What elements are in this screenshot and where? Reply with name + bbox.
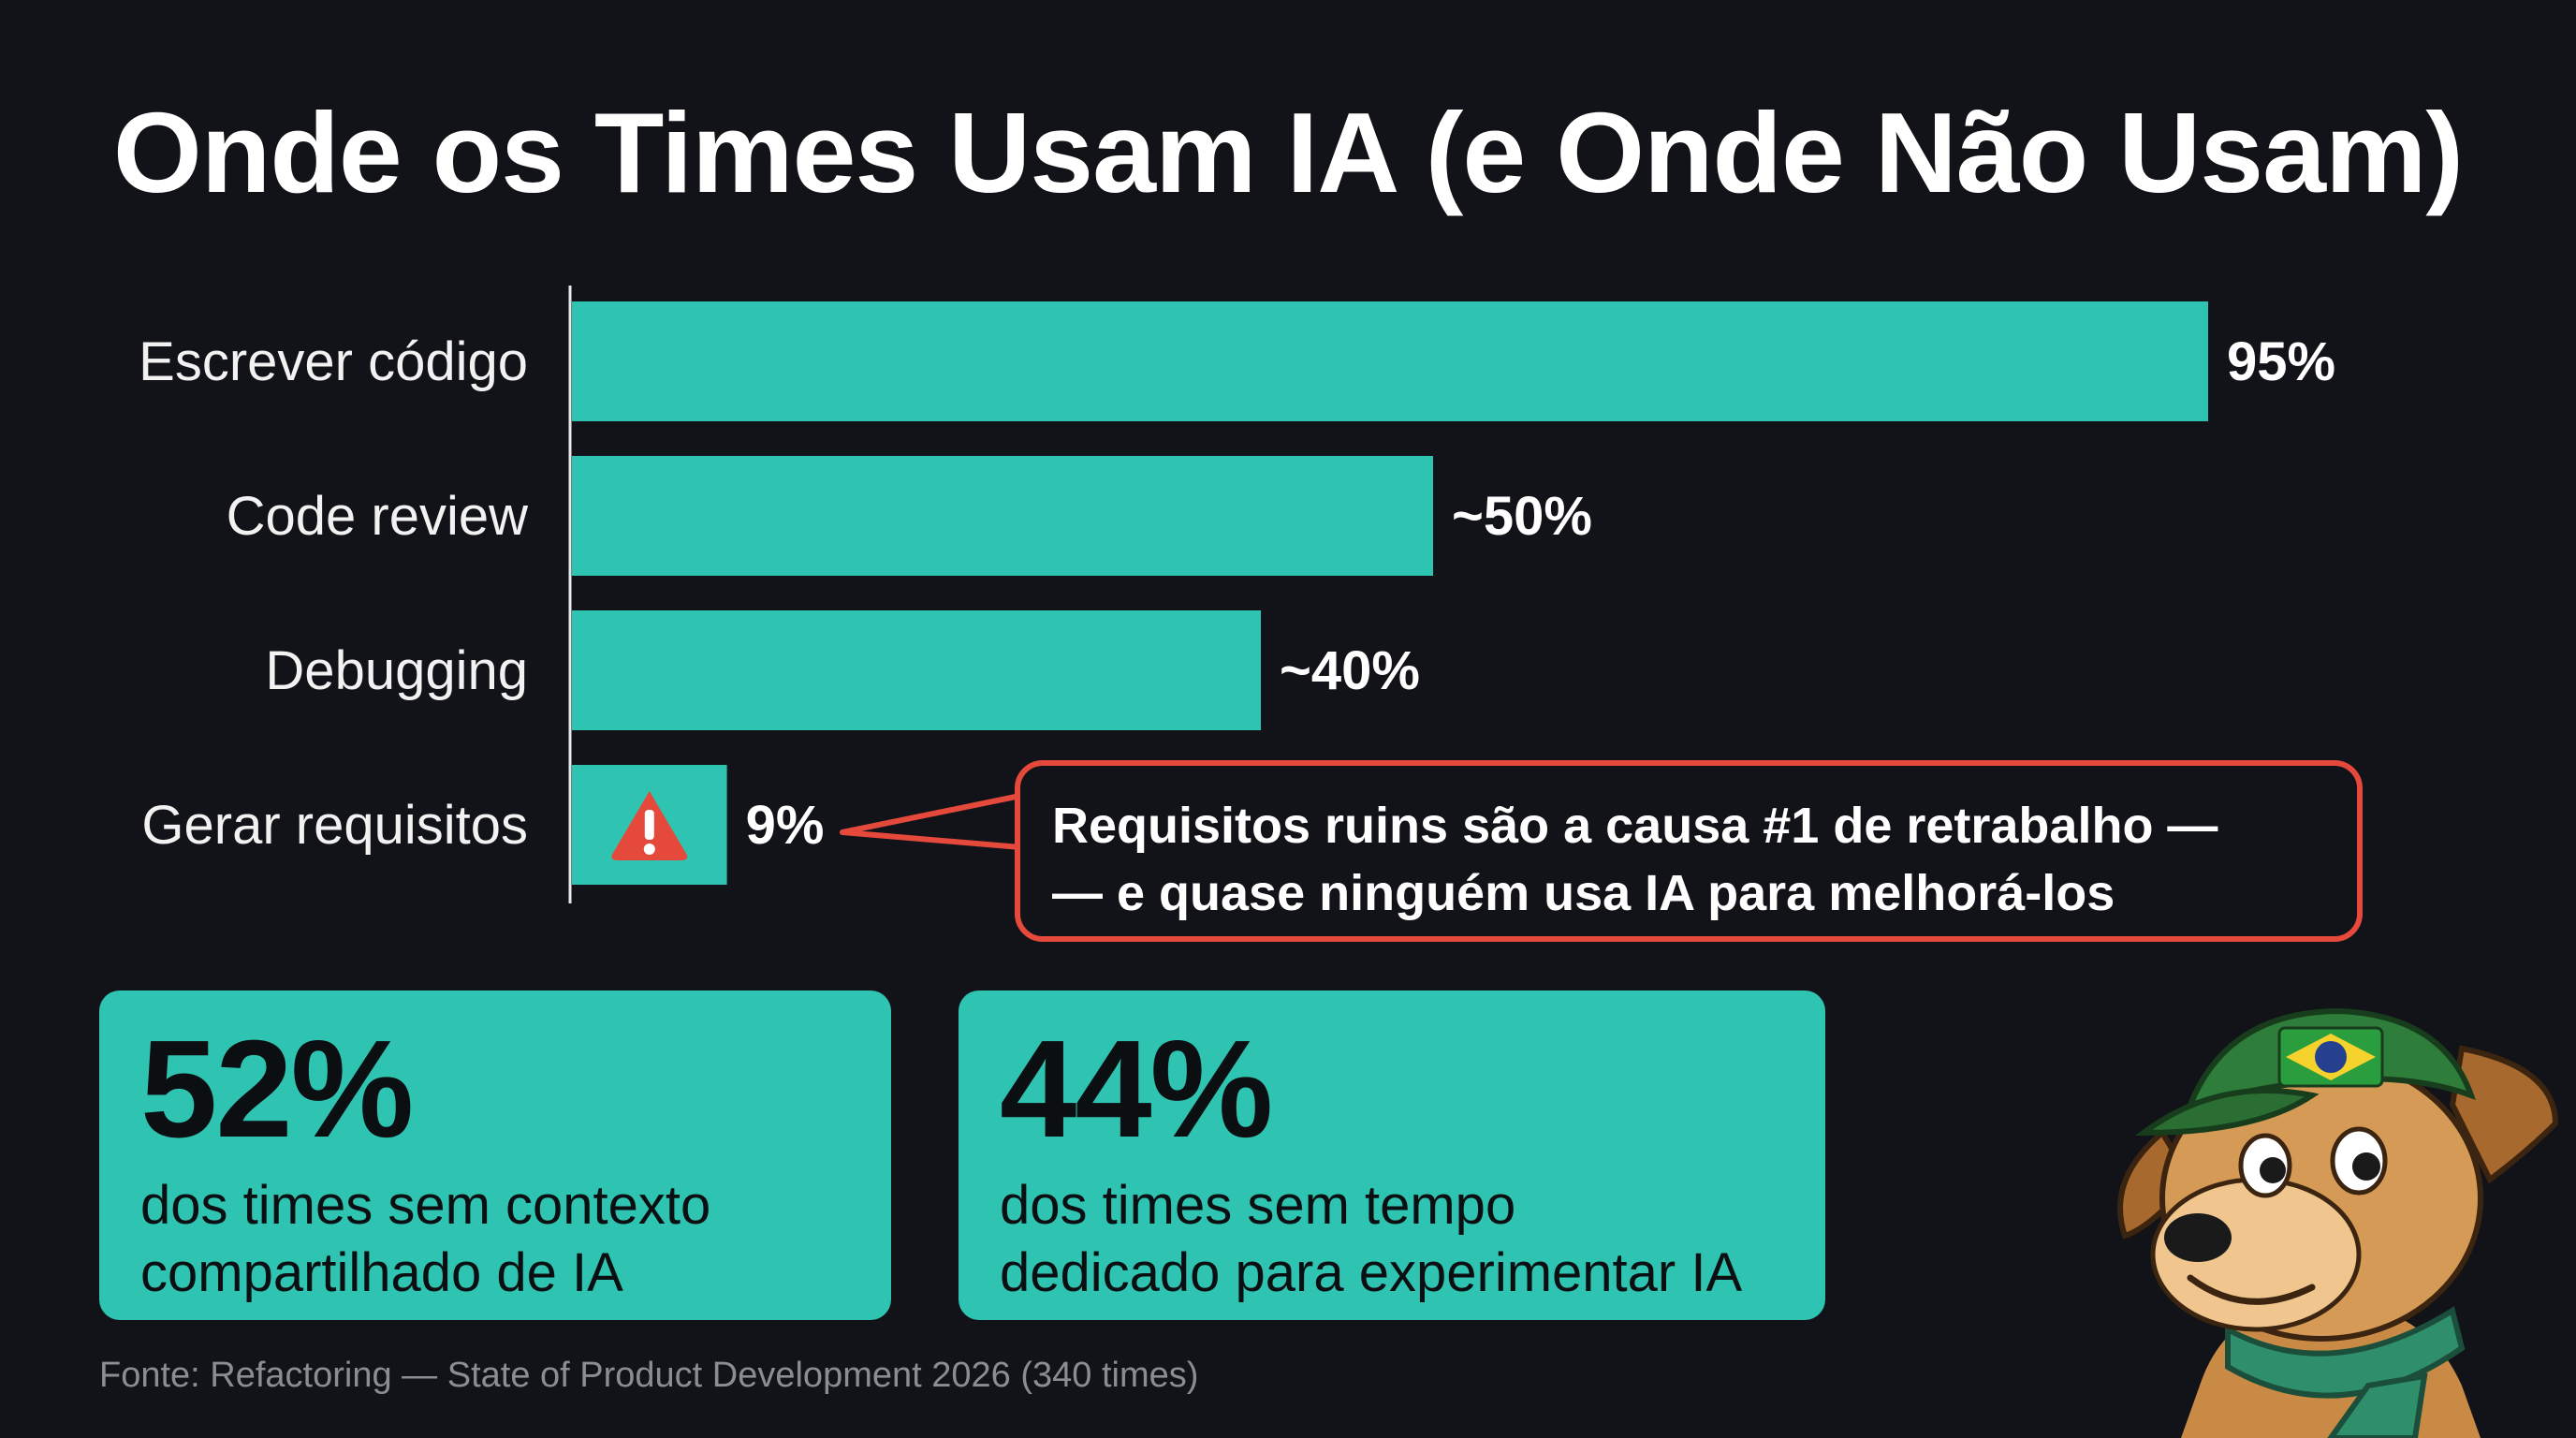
dog-mascot-icon [2117,1007,2559,1438]
value-label: ~40% [1280,640,1420,701]
stat-text-line-2: compartilhado de IA [140,1242,623,1303]
stat-text-line-2: dedicado para experimentar IA [1000,1242,1743,1303]
stat-text-line-1: dos times sem contexto [140,1175,711,1236]
callout-box: Requisitos ruins são a causa #1 de retra… [1015,760,2363,942]
value-label: 95% [2227,331,2335,392]
source-note: Fonte: Refactoring — State of Product De… [99,1356,1199,1395]
category-label: Escrever código [139,331,528,392]
category-label: Code review [227,486,529,547]
value-label: 9% [746,795,825,856]
callout-line-2: — e quase ninguém usa IA para melhorá-lo… [1052,865,2115,921]
bar [572,610,1261,730]
warning-icon [611,791,688,860]
chart-title: Onde os Times Usam IA (e Onde Não Usam) [112,89,2464,216]
stat-value: 52% [140,1012,414,1167]
stat-card-dedicated-time: 44% dos times sem tempo dedicado para ex… [959,990,1825,1320]
brazil-flag-icon [2277,1026,2384,1088]
bar-chart: Escrever código 95% Code review ~50% Debuggi… [139,286,2335,903]
stat-card-shared-context: 52% dos times sem contexto compartilhado… [99,990,891,1320]
category-label: Debugging [265,640,528,701]
value-label: ~50% [1452,486,1592,547]
callout-pointer [840,793,1021,850]
bar [572,456,1433,576]
stat-text-line-1: dos times sem tempo [1000,1175,1516,1236]
bar [572,301,2208,421]
stat-value: 44% [1000,1012,1273,1167]
callout-line-1: Requisitos ruins são a causa #1 de retra… [1052,798,2218,854]
category-label: Gerar requisitos [141,795,528,856]
